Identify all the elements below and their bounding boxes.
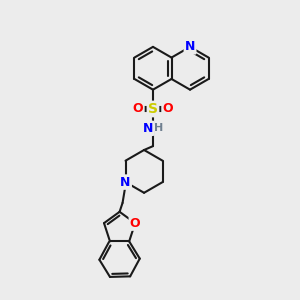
- Text: N: N: [142, 122, 153, 135]
- Text: O: O: [133, 103, 143, 116]
- Text: N: N: [185, 40, 195, 53]
- Text: N: N: [120, 176, 131, 189]
- Text: O: O: [163, 103, 173, 116]
- Text: O: O: [130, 217, 140, 230]
- Text: S: S: [148, 102, 158, 116]
- Text: H: H: [154, 123, 164, 133]
